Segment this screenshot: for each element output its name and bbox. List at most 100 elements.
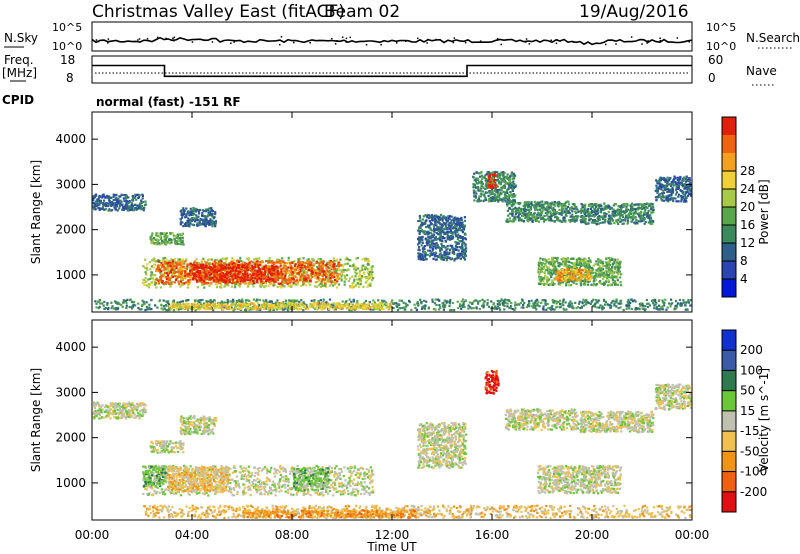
heatmap-cell xyxy=(350,307,353,310)
heatmap-cell xyxy=(345,278,348,281)
heatmap-cell xyxy=(417,304,420,307)
heatmap-cell xyxy=(95,302,98,305)
heatmap-cell xyxy=(177,308,180,311)
heatmap-cell xyxy=(332,273,335,277)
heatmap-cell xyxy=(202,274,205,277)
heatmap-cell xyxy=(511,307,514,311)
heatmap-cell xyxy=(118,202,121,205)
heatmap-cell xyxy=(421,306,424,309)
heatmap-cell xyxy=(300,262,303,265)
heatmap-cell xyxy=(231,269,234,272)
heatmap-cell xyxy=(364,306,368,310)
nsearch-point xyxy=(365,44,368,46)
heatmap-cell xyxy=(181,283,184,286)
heatmap-cell xyxy=(243,272,247,275)
heatmap-cell xyxy=(265,260,268,263)
nsearch-point xyxy=(380,44,382,46)
heatmap-cell xyxy=(474,180,478,183)
heatmap-cell xyxy=(622,309,625,312)
heatmap-cell xyxy=(423,244,426,248)
heatmap-cell xyxy=(589,302,592,305)
heatmap-cell xyxy=(163,241,166,244)
heatmap-cell xyxy=(306,260,309,263)
heatmap-cell xyxy=(106,202,109,205)
nave-tick-low: 0 xyxy=(708,71,716,85)
heatmap-cell xyxy=(273,281,276,284)
heatmap-cell xyxy=(240,277,243,280)
heatmap-cell xyxy=(547,306,550,310)
heatmap-cell xyxy=(454,244,458,247)
heatmap-cell xyxy=(498,196,501,199)
heatmap-cell xyxy=(366,279,369,283)
heatmap-cell xyxy=(197,264,200,267)
heatmap-cell xyxy=(151,232,154,235)
heatmap-cell xyxy=(175,241,178,244)
heatmap-cell xyxy=(325,305,328,308)
heatmap-cell xyxy=(194,210,197,213)
heatmap-cell xyxy=(423,221,426,224)
heatmap-cell xyxy=(164,267,167,270)
heatmap-cell xyxy=(146,268,149,272)
heatmap-cell xyxy=(117,200,120,203)
heatmap-cell xyxy=(350,300,353,303)
heatmap-cell xyxy=(206,272,209,275)
heatmap-cell xyxy=(448,222,451,225)
heatmap-cell xyxy=(405,305,408,308)
heatmap-cell xyxy=(334,281,338,284)
heatmap-cell xyxy=(218,261,221,264)
heatmap-cell xyxy=(352,281,355,284)
heatmap-cell xyxy=(371,302,374,305)
heatmap-cell xyxy=(320,282,324,285)
heatmap-cell xyxy=(261,284,264,287)
heatmap-cell xyxy=(269,265,272,269)
heatmap-cell xyxy=(173,275,176,278)
heatmap-cell xyxy=(203,304,206,307)
heatmap-cell xyxy=(251,302,254,305)
heatmap-cell xyxy=(261,282,264,285)
heatmap-cell xyxy=(201,213,204,216)
heatmap-cell xyxy=(495,198,498,201)
freq-unit: [MHz] xyxy=(2,66,37,80)
heatmap-cell xyxy=(160,236,163,239)
heatmap-cell xyxy=(114,300,117,303)
heatmap-cell xyxy=(219,271,222,274)
heatmap-cell xyxy=(448,248,452,252)
heatmap-cell xyxy=(176,301,179,304)
heatmap-cell xyxy=(340,271,343,274)
heatmap-cell xyxy=(452,249,455,252)
heatmap-cell xyxy=(138,308,141,311)
heatmap-cell xyxy=(195,261,199,264)
heatmap-cell xyxy=(354,306,357,309)
heatmap-cell xyxy=(195,214,198,217)
heatmap-cell xyxy=(260,305,263,308)
nsearch-point xyxy=(659,37,661,39)
heatmap-cell xyxy=(196,222,199,225)
heatmap-cell xyxy=(254,269,257,272)
heatmap-cell xyxy=(426,225,429,228)
heatmap-cell xyxy=(149,275,152,278)
heatmap-cell xyxy=(655,307,658,310)
heatmap-cell xyxy=(176,236,179,239)
heatmap-cell xyxy=(214,212,217,216)
heatmap-cell xyxy=(289,305,292,308)
heatmap-cell xyxy=(210,272,213,275)
heatmap-cell xyxy=(267,265,270,268)
heatmap-cell xyxy=(358,275,361,278)
heatmap-cell xyxy=(514,301,517,304)
heatmap-cell xyxy=(315,273,318,276)
heatmap-cell xyxy=(231,257,234,260)
heatmap-cell xyxy=(459,228,462,231)
heatmap-cell xyxy=(366,262,369,266)
heatmap-cell xyxy=(520,306,523,309)
heatmap-cell xyxy=(318,279,321,282)
heatmap-cell xyxy=(253,265,256,268)
heatmap-cell xyxy=(163,232,166,235)
heatmap-cell xyxy=(300,269,303,272)
heatmap-cell xyxy=(174,258,177,261)
heatmap-cell xyxy=(439,238,442,241)
heatmap-cell xyxy=(293,264,297,267)
heatmap-cell xyxy=(419,298,422,301)
heatmap-cell xyxy=(685,308,688,311)
heatmap-cell xyxy=(393,302,396,305)
heatmap-cell xyxy=(227,266,230,270)
